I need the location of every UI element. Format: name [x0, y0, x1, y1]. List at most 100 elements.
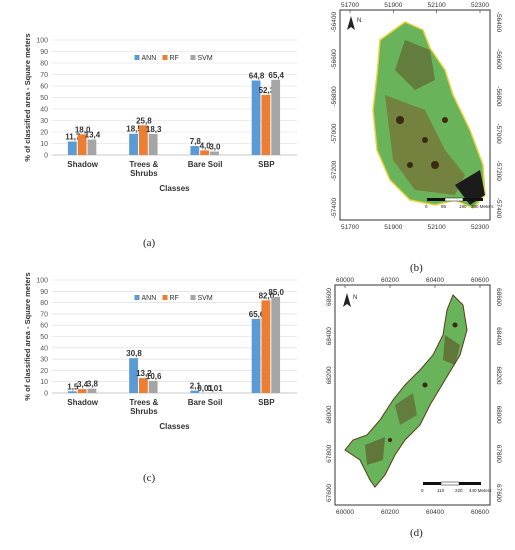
chart-c-ytick-label: 10 [40, 379, 48, 386]
chart-c-legend-label: ANN [142, 295, 157, 302]
caption-c: (c) [143, 472, 156, 484]
chart-a-panel: 0 10 20 30 40 50 60 70 80 90 100 % of classified ar… [0, 0, 300, 225]
chart-c-bar [138, 378, 148, 393]
map-b-ytick-left: -56800 [331, 86, 338, 107]
map-b-ytick-left: -57000 [331, 123, 338, 144]
chart-c-ytick-label: 0 [44, 391, 48, 398]
chart-a-legend-swatch [134, 55, 140, 60]
chart-a-bar [67, 141, 77, 155]
chart-c-bar [87, 388, 97, 393]
chart-a-bar [77, 134, 87, 155]
chart-c-bar [271, 296, 281, 393]
map-b-scale-3: 380 Meters [471, 204, 494, 209]
chart-a-data-label: 13,4 [85, 131, 101, 140]
map-d-ytick-left: 67600 [326, 484, 333, 502]
map-d-xtick-bottom: 60600 [471, 509, 489, 516]
map-d-panel: N 0 110 220 440 Meters 60000 60000 60200 60… [305, 275, 515, 520]
chart-a-ytick-label: 90 [40, 49, 48, 56]
chart-a-bar [210, 151, 219, 155]
chart-a-bar [200, 150, 210, 155]
chart-c-ylabel: % of classified area - Square meters [23, 272, 32, 400]
map-d-xtick-top: 60200 [381, 277, 399, 284]
chart-a-legend-label: SVM [198, 55, 213, 62]
chart-c-legend-label: SVM [198, 295, 213, 302]
chart-c-bar [129, 358, 138, 393]
chart-a-data-label: 18,5 [126, 125, 142, 134]
chart-a-category-label: Trees & [129, 160, 158, 169]
map-b-xtick-bottom: 52100 [428, 224, 446, 231]
map-d-ytick-left: 67800 [326, 444, 333, 462]
chart-a-ytick-label: 100 [36, 38, 48, 45]
map-b-xtick-top: 51700 [341, 2, 359, 9]
chart-c-bar [67, 391, 77, 393]
map-d-ytick-left: 68400 [326, 327, 333, 345]
chart-a-ytick-label: 10 [40, 141, 48, 148]
chart-a-xlabel: Classes [159, 184, 190, 193]
chart-a-legend-swatch [190, 55, 196, 60]
chart-a-data-label: 18,3 [146, 125, 162, 134]
map-b-area [372, 21, 486, 209]
chart-c-data-label: 10,6 [146, 372, 162, 381]
chart-a-category-label: Bare Soil [188, 160, 223, 169]
chart-a-ytick-label: 80 [40, 61, 48, 68]
caption-d: (d) [410, 527, 423, 539]
map-b-scale-0: 0 [425, 204, 428, 209]
map-b-xtick-top: 52300 [471, 2, 489, 9]
chart-c-bar [148, 381, 158, 393]
chart-a-bar [251, 80, 261, 155]
map-b-scalebar: 0 95 190 380 Meters [425, 197, 494, 209]
chart-a-ytick-label: 60 [40, 84, 48, 91]
chart-a-ytick-label: 30 [40, 118, 48, 125]
chart-c-data-label: 13,2 [136, 369, 152, 378]
map-b-ytick-right: -56800 [495, 86, 502, 107]
chart-a-data-label: 52,3 [259, 86, 275, 95]
chart-c-category-label: SBP [258, 398, 275, 407]
map-b-xtick-top: 51900 [384, 2, 402, 9]
chart-a-category-label: Shadow [67, 160, 98, 169]
chart-c-data-label: 85,0 [268, 288, 284, 297]
chart-a-data-label: 4,0 [200, 141, 212, 150]
map-b-ytick-right: -57200 [495, 161, 502, 182]
map-d-xtick-top: 60000 [336, 277, 354, 284]
chart-c-data-label: 0,01 [207, 384, 223, 393]
chart-a-ytick-label: 20 [40, 130, 48, 137]
map-b: N 0 95 190 380 Meters 51700 51700 51900 519… [331, 2, 502, 231]
chart-c-ytick-label: 40 [40, 345, 48, 352]
map-b-xtick-top: 52100 [428, 2, 446, 9]
map-b-xtick-bottom: 51900 [384, 224, 402, 231]
chart-a-ytick-label: 0 [44, 153, 48, 160]
chart-c-panel: 0 10 20 30 40 50 60 70 80 90 100 % of classified ar… [0, 268, 300, 458]
map-b-panel: N 0 95 190 380 Meters 51700 51700 51900 519… [305, 0, 515, 255]
chart-c-bar [77, 389, 87, 393]
map-d-xtick-bottom: 60200 [381, 509, 399, 516]
map-b-xtick-bottom: 51700 [341, 224, 359, 231]
chart-a-bar [138, 125, 148, 155]
chart-c-data-label: 3,8 [87, 380, 99, 389]
chart-c-data-label: 3,4 [77, 380, 89, 389]
chart-c-data-label: 1,5 [67, 382, 79, 391]
map-d-scalebar: 0 110 220 440 Meters [421, 481, 492, 493]
map-d-ytick-right: 68200 [495, 366, 502, 384]
map-d-ytick-right: 68600 [495, 288, 502, 306]
map-b-ytick-right: -57000 [495, 123, 502, 144]
chart-a-data-label: 11,7 [65, 133, 81, 142]
map-b-scale-2: 190 [459, 204, 467, 209]
chart-a-ytick-label: 40 [40, 107, 48, 114]
chart-a-data-label: 7,8 [190, 137, 202, 146]
chart-a-bar [148, 133, 158, 155]
chart-c-ytick-label: 80 [40, 300, 48, 307]
map-d-xtick-top: 60400 [426, 277, 444, 284]
chart-a-data-label: 3,0 [209, 143, 221, 152]
chart-a-data-label: 65,4 [268, 71, 284, 80]
map-d-area [344, 294, 468, 488]
map-d-scale-1: 110 [437, 488, 445, 493]
map-d-xtick-bottom: 60400 [426, 509, 444, 516]
map-d-ytick-right: 67600 [495, 484, 502, 502]
chart-c-data-label: 30,8 [126, 349, 142, 358]
chart-a-bar [87, 139, 97, 155]
chart-a-data-label: 25,8 [136, 116, 152, 125]
chart-a-legend-swatch [162, 55, 168, 60]
chart-a-data-label: 64,8 [249, 71, 265, 80]
chart-a-legend-label: ANN [142, 55, 157, 62]
map-d-scale-2: 220 [455, 488, 463, 493]
